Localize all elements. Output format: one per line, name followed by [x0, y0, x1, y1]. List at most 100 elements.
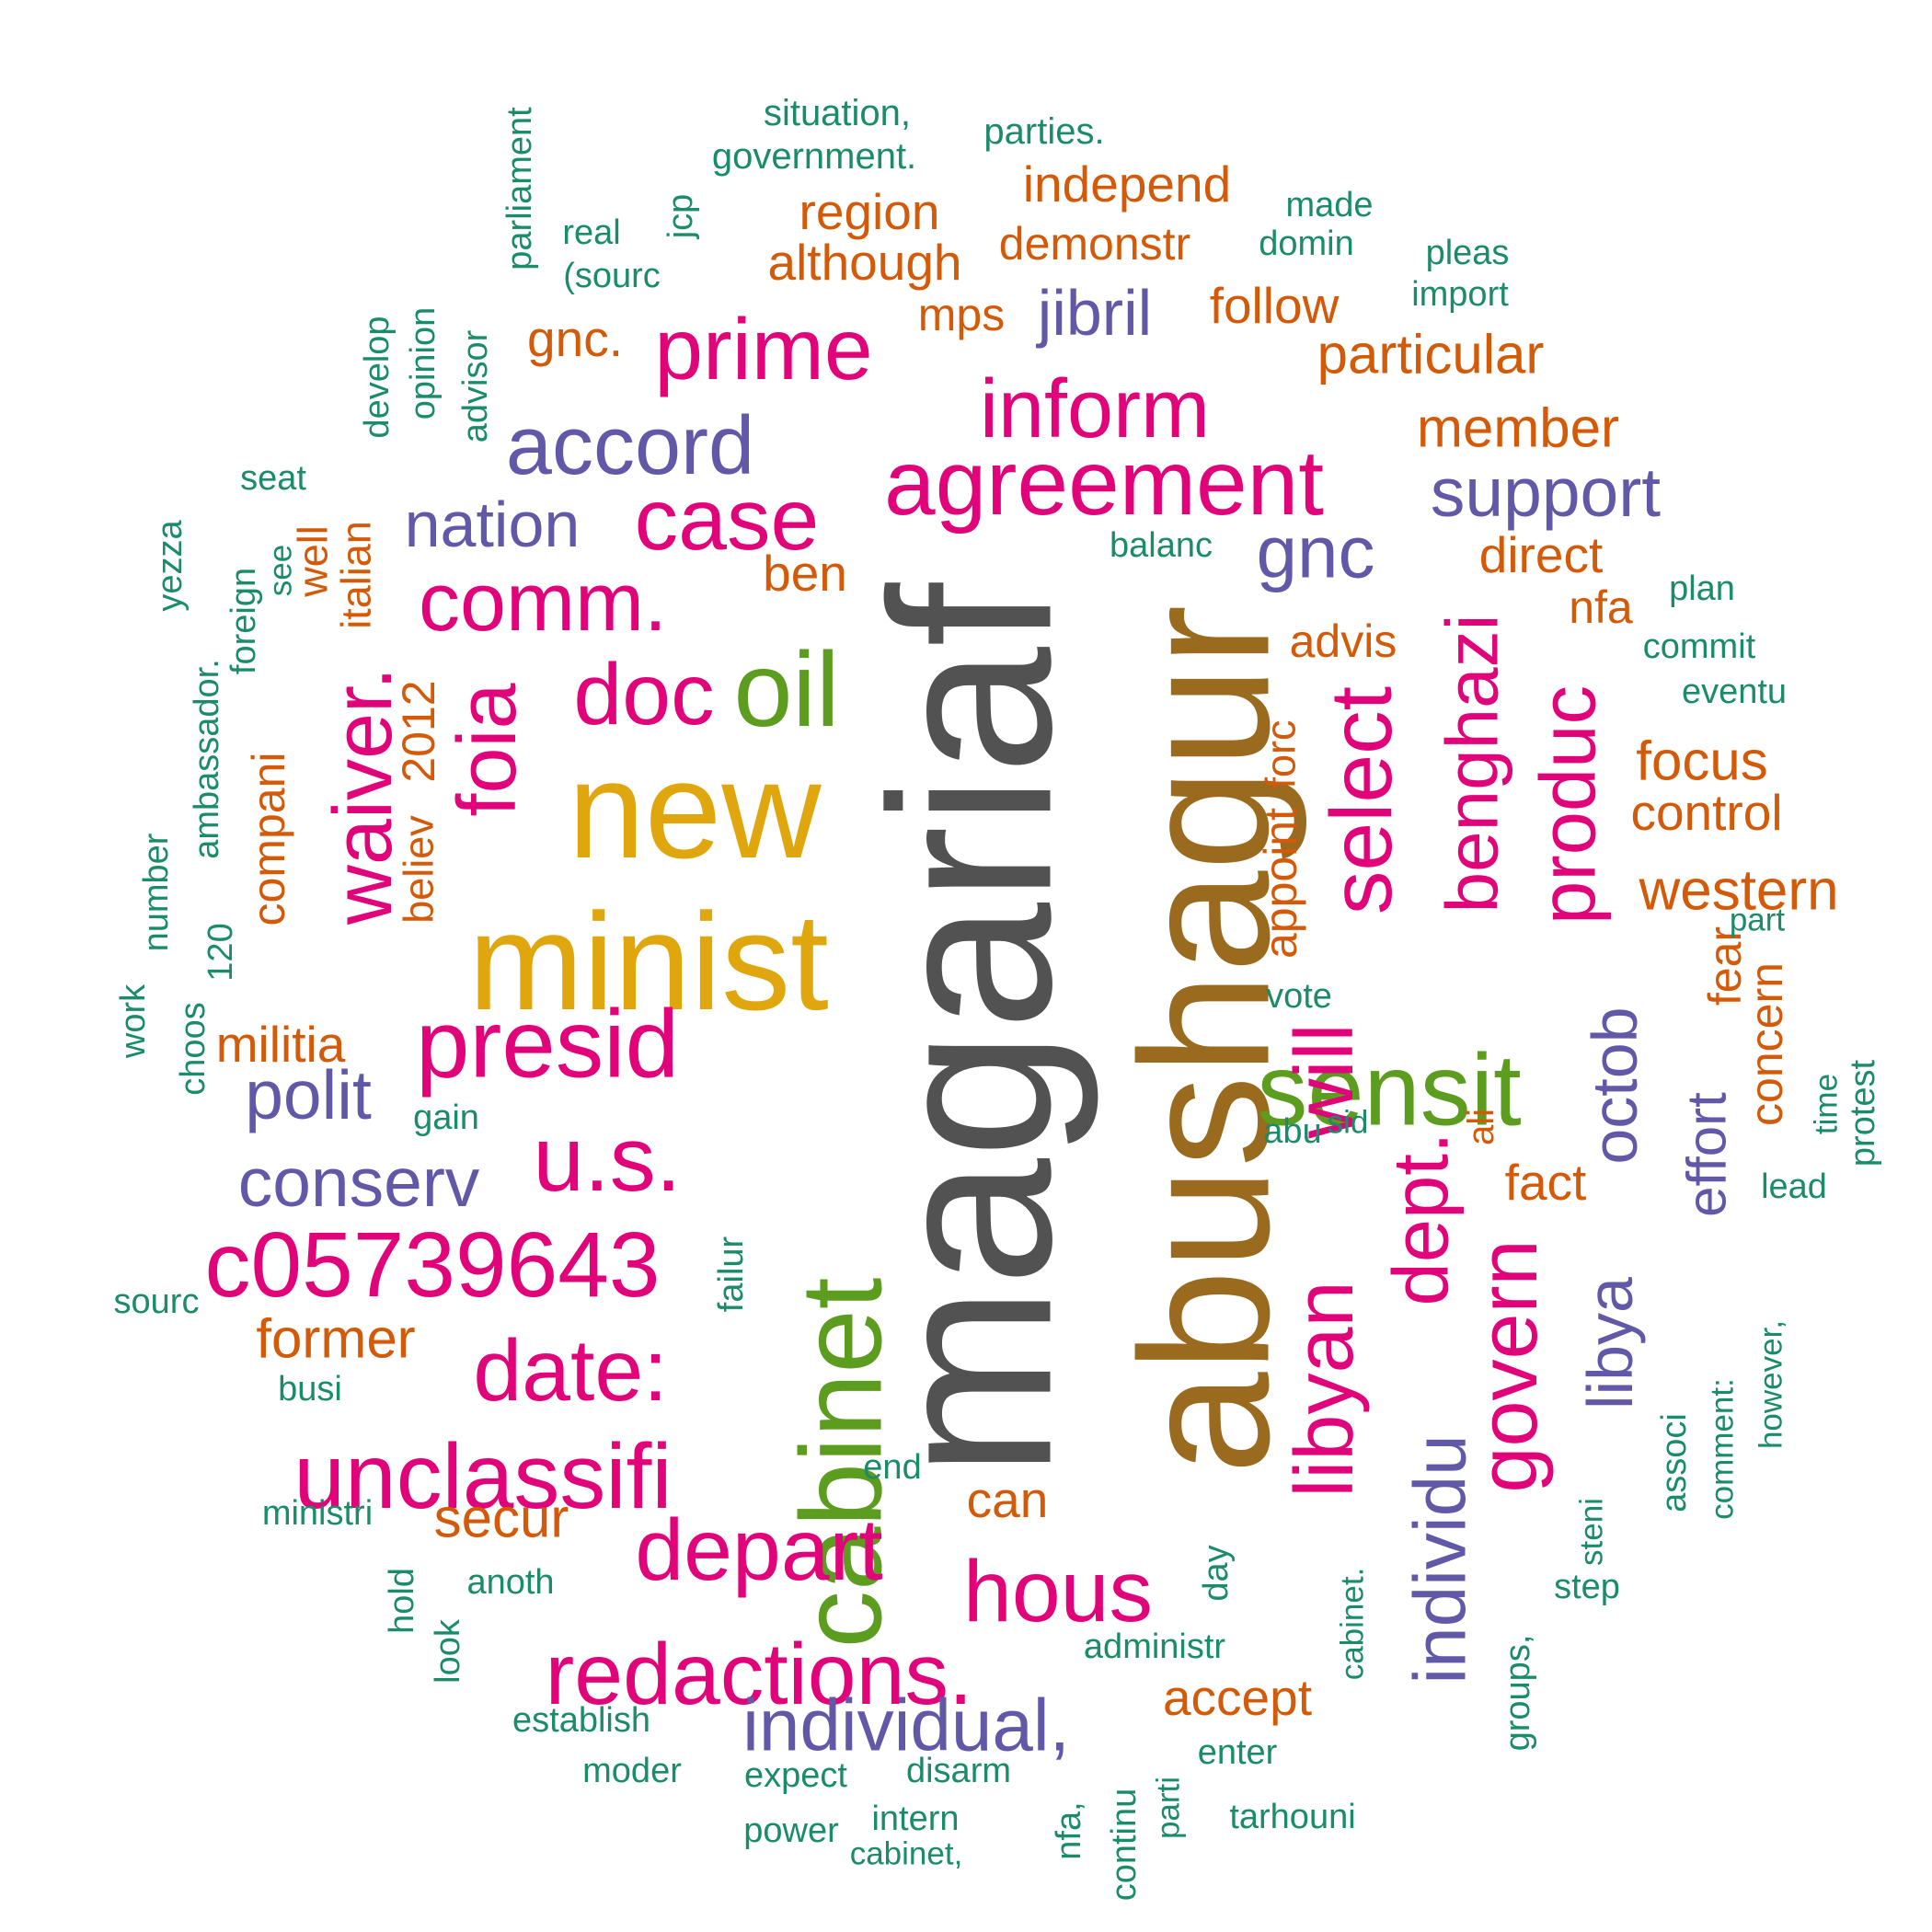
word-depart: depart [635, 1501, 882, 1599]
word-waiver: waiver. [317, 667, 409, 926]
word-italian: italian [333, 521, 380, 629]
word-although: although [767, 234, 961, 291]
word-forc: forc [1258, 719, 1305, 788]
word-government: government. [712, 136, 916, 177]
word-polit: polit [245, 1056, 372, 1133]
word-see: see [263, 545, 299, 596]
word-nfa: nfa [1569, 581, 1633, 633]
word-well: well [290, 525, 337, 598]
word-120: 120 [201, 923, 240, 981]
word-sensit: sensit [1257, 1034, 1521, 1147]
word-agreement: agreement [884, 431, 1324, 535]
word-situation: situation, [764, 93, 911, 133]
word-time: time [1809, 1074, 1845, 1134]
word-effort: effort [1676, 1092, 1738, 1217]
word-ministri: ministri [262, 1494, 373, 1533]
word-expect: expect [744, 1756, 847, 1795]
word-commit: commit [1643, 627, 1756, 666]
word-fact: fact [1505, 1154, 1587, 1211]
word-seat: seat [240, 459, 306, 498]
word-ali: ali [1461, 1109, 1501, 1145]
word-abushagur: abushagur [1103, 604, 1308, 1474]
word-region: region [799, 183, 940, 240]
word-abu: abu [1263, 1112, 1321, 1151]
word-power: power [743, 1811, 839, 1850]
word-2012: 2012 [393, 680, 444, 782]
word-produc: produc [1525, 685, 1613, 925]
word-can: can [967, 1471, 1049, 1528]
word-busi: busi [278, 1370, 342, 1409]
word-cabinet: cabinet [778, 1277, 906, 1648]
word-comment: comment: [1705, 1378, 1741, 1520]
word-oil: oil [733, 631, 839, 749]
word-ambassador: ambassador. [188, 659, 226, 859]
word-c05739643: c05739643 [205, 1213, 661, 1317]
word-develop: develop [358, 316, 397, 438]
word-dept: dept. [1378, 1132, 1466, 1305]
word-accept: accept [1163, 1669, 1312, 1726]
word-end: end [863, 1448, 921, 1487]
word-protest: protest [1844, 1059, 1882, 1167]
word-balanc: balanc [1110, 526, 1213, 565]
word-doc: doc [573, 646, 714, 743]
word-moder: moder [582, 1752, 682, 1790]
word-demonstr: demonstr [999, 218, 1190, 270]
word-jcp: jcp [661, 194, 700, 240]
word-day: day [1197, 1545, 1236, 1601]
word-nation: nation [405, 489, 581, 560]
word-mps: mps [918, 289, 1005, 340]
word-independ: independ [1023, 155, 1231, 213]
word-gnc: gnc [1257, 512, 1375, 593]
word-associ: associ [1655, 1413, 1694, 1512]
word-gain: gain [413, 1098, 479, 1137]
word-number: number [137, 833, 176, 951]
word-parti: parti [1151, 1777, 1187, 1839]
word-unclassifi: unclassifi [293, 1425, 672, 1528]
word-foia: foia [442, 683, 534, 817]
word-establish: establish [512, 1701, 650, 1740]
word-will: will [1279, 1024, 1371, 1140]
word-octob: octob [1579, 1006, 1650, 1164]
word-tarhouni: tarhouni [1229, 1798, 1355, 1836]
word-sid: sid [1328, 1105, 1369, 1141]
word-magariaf: magariaf [843, 582, 1099, 1478]
word-libyan: libyan [1279, 1281, 1371, 1497]
word-cabinet: cabinet, [850, 1836, 963, 1872]
word-anoth: anoth [466, 1563, 554, 1602]
word-new: new [568, 732, 822, 887]
word-date: date: [473, 1322, 667, 1420]
word-inform: inform [980, 363, 1210, 455]
word-parties: parties. [983, 111, 1104, 152]
word-compani: compani [243, 753, 294, 926]
word-opinion: opinion [404, 307, 443, 420]
word-ben: ben [763, 545, 847, 602]
word-eventu: eventu [1682, 673, 1787, 711]
word-continu: continu [1105, 1788, 1144, 1902]
word-appoint: appoint [1255, 808, 1306, 959]
word-failur: failur [712, 1236, 751, 1312]
word-libya: libya [1574, 1277, 1646, 1409]
word-gnc: gnc. [527, 310, 623, 367]
word-follow: follow [1210, 277, 1340, 334]
word-concern: concern [1741, 962, 1792, 1126]
word-redactions: redactions. [546, 1626, 973, 1723]
word-steni: steni [1574, 1498, 1610, 1566]
word-former: former [256, 1308, 415, 1370]
word-foreign: foreign [224, 568, 263, 674]
word-individu: individu [1399, 1434, 1481, 1684]
word-cabinet: cabinet. [1335, 1568, 1371, 1681]
word-militia: militia [216, 1016, 346, 1073]
word-select: select [1313, 686, 1410, 914]
word-step: step [1554, 1568, 1620, 1606]
word-direct: direct [1479, 526, 1604, 583]
word-support: support [1431, 454, 1661, 531]
word-advisor: advisor [456, 329, 495, 443]
word-hold: hold [383, 1568, 421, 1634]
word-pleas: pleas [1426, 234, 1510, 272]
word-domin: domin [1259, 224, 1354, 263]
word-focus: focus [1636, 730, 1767, 792]
word-advis: advis [1290, 615, 1397, 667]
word-comm: comm. [419, 557, 667, 649]
